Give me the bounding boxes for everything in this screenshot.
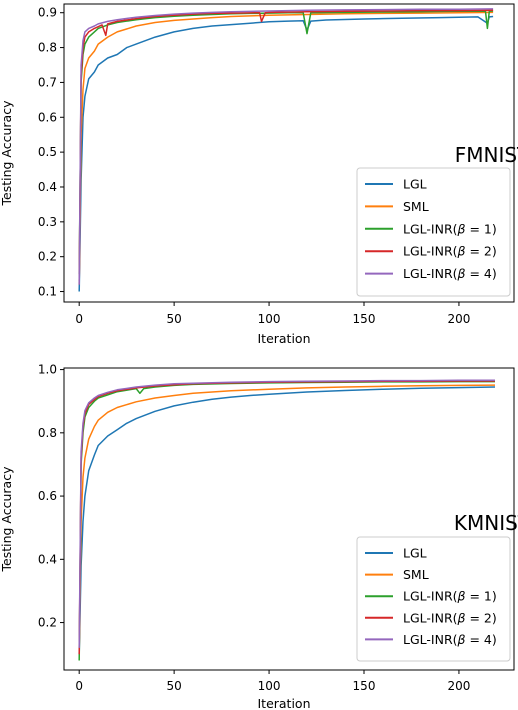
series-line-1 [78,15,494,292]
legend-box [356,536,511,662]
y-tick-label: 0.4 [38,552,57,566]
y-tick-label: 0.6 [38,489,57,503]
series-line-5 [78,8,494,285]
legend-label: LGL [403,546,427,561]
legend-label: LGL-INR(β = 4) [403,632,497,647]
y-tick-label: 0.5 [38,145,57,159]
series-line-4 [78,9,494,285]
legend-label: LGL-INR(β = 1) [403,589,497,604]
series-line-2 [78,384,496,648]
x-tick-label: 50 [166,312,181,326]
y-tick-label: 0.1 [38,285,57,299]
series-line-2 [78,11,494,282]
x-tick-label: 150 [353,312,376,326]
panel-title: FMNIST [455,143,518,167]
legend-box [356,167,511,297]
x-tick-label: 150 [353,679,376,693]
y-tick-label: 0.4 [38,180,57,194]
legend-label: LGL-INR(β = 2) [403,244,497,259]
legend-label: LGL-INR(β = 4) [403,266,497,281]
x-tick-label: 100 [258,312,281,326]
x-axis-label: Iteration [257,331,310,346]
plot-frame [63,367,515,671]
x-tick-label: 0 [75,312,83,326]
chart-panel-1: 0 50 100 150 200 0.1 0.2 0.3 0.4 0.5 0.6 0.7 0.8 0.9 I… [0,3,518,346]
legend-label: LGL [403,177,427,192]
legend-label: SML [403,567,429,582]
legend-label: LGL-INR(β = 2) [403,610,497,625]
plot-frame [63,3,515,303]
y-axis-label: Testing Accuracy [0,100,14,207]
y-tick-label: 0.8 [38,426,57,440]
series-line-1 [78,386,496,655]
x-tick-label: 100 [258,679,281,693]
y-tick-label: 1.0 [38,363,57,377]
x-axis-label: Iteration [257,696,310,710]
chart-panel-2: 0 50 100 150 200 0.2 0.4 0.6 0.8 1.0 Iteration Test… [0,363,518,710]
x-tick-label: 200 [447,312,470,326]
x-tick-label: 0 [75,679,83,693]
x-tick-label: 200 [447,679,470,693]
legend-label: SML [403,199,429,214]
y-tick-label: 0.7 [38,75,57,89]
y-tick-label: 0.9 [38,6,57,20]
y-tick-label: 0.6 [38,110,57,124]
y-axis-label: Testing Accuracy [0,466,14,573]
legend-label: LGL-INR(β = 1) [403,221,497,236]
panel-title: KMNIST [454,511,518,535]
y-tick-label: 0.2 [38,250,57,264]
legend: LGL SML LGL-INR(β = 1) LGL-INR(β = 2) LGL-IN… [356,167,511,297]
y-tick-label: 0.2 [38,616,57,630]
x-tick-label: 50 [166,679,181,693]
legend: LGL SML LGL-INR(β = 1) LGL-INR(β = 2) LGL-IN… [356,536,511,662]
y-tick-label: 0.8 [38,41,57,55]
series-line-5 [78,379,495,648]
y-tick-label: 0.3 [38,215,57,229]
